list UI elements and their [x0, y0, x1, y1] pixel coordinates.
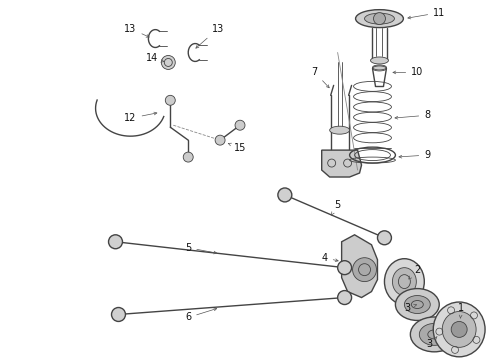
- Polygon shape: [342, 235, 377, 298]
- Ellipse shape: [419, 323, 449, 345]
- Text: 12: 12: [124, 112, 157, 123]
- Ellipse shape: [330, 126, 349, 134]
- Circle shape: [108, 235, 122, 249]
- Ellipse shape: [392, 268, 416, 296]
- Ellipse shape: [385, 259, 424, 305]
- Ellipse shape: [365, 13, 394, 24]
- Text: 15: 15: [228, 143, 246, 153]
- Text: 13: 13: [196, 24, 224, 48]
- Text: 9: 9: [399, 150, 430, 160]
- Ellipse shape: [370, 57, 389, 64]
- Text: 4: 4: [321, 253, 338, 263]
- Circle shape: [338, 291, 352, 305]
- Circle shape: [215, 135, 225, 145]
- Ellipse shape: [395, 289, 439, 320]
- Circle shape: [373, 13, 386, 24]
- Text: 11: 11: [408, 8, 445, 19]
- Circle shape: [183, 152, 193, 162]
- Circle shape: [112, 307, 125, 321]
- Circle shape: [338, 261, 352, 275]
- Text: 5: 5: [185, 243, 217, 254]
- Circle shape: [377, 231, 392, 245]
- Text: 8: 8: [395, 110, 430, 120]
- Text: 14: 14: [146, 54, 164, 63]
- Text: 7: 7: [312, 67, 329, 88]
- Ellipse shape: [372, 65, 387, 70]
- Polygon shape: [322, 150, 362, 177]
- Circle shape: [451, 321, 467, 337]
- Ellipse shape: [356, 10, 403, 28]
- Circle shape: [353, 258, 376, 282]
- Circle shape: [278, 188, 292, 202]
- Text: 5: 5: [331, 200, 341, 215]
- Ellipse shape: [404, 296, 430, 314]
- Text: 6: 6: [185, 308, 217, 323]
- Text: 3: 3: [426, 337, 437, 349]
- Text: 10: 10: [393, 67, 423, 77]
- Text: 2: 2: [409, 265, 420, 279]
- Text: 1: 1: [458, 302, 464, 318]
- Ellipse shape: [442, 311, 476, 347]
- Ellipse shape: [433, 302, 485, 357]
- Text: 13: 13: [124, 24, 149, 37]
- Circle shape: [235, 120, 245, 130]
- Ellipse shape: [410, 317, 458, 352]
- Circle shape: [161, 55, 175, 69]
- Text: 3: 3: [404, 302, 416, 312]
- Circle shape: [165, 95, 175, 105]
